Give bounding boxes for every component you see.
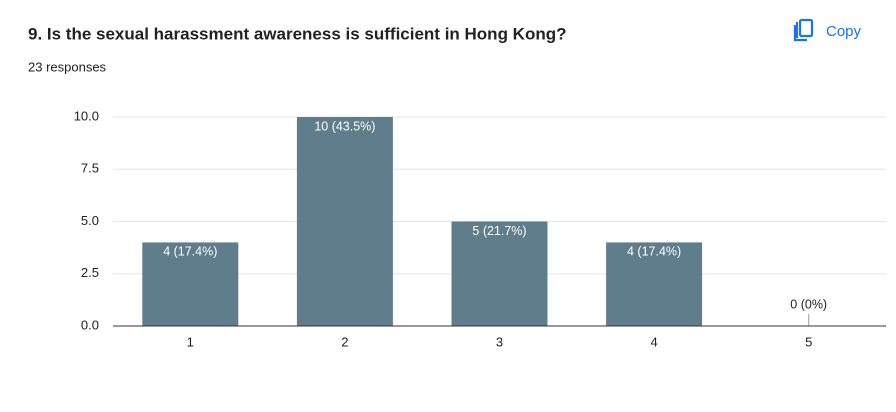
copy-button[interactable]: Copy <box>786 16 872 48</box>
y-tick-label: 10.0 <box>74 108 99 123</box>
x-tick-label: 4 <box>650 334 657 349</box>
data-label: 0 (0%) <box>790 297 827 311</box>
bar <box>296 117 393 326</box>
x-tick-label: 1 <box>187 334 194 349</box>
copy-icon <box>793 25 807 42</box>
data-label: 4 (17.4%) <box>163 245 217 259</box>
data-label: 10 (43.5%) <box>314 119 375 133</box>
copy-icon <box>798 18 814 38</box>
data-label: 4 (17.4%) <box>627 245 681 259</box>
response-count: 23 responses <box>28 59 107 74</box>
y-tick-label: 5.0 <box>81 213 99 228</box>
x-tick-label: 2 <box>341 334 348 349</box>
bar <box>606 242 703 326</box>
bar <box>142 242 239 326</box>
x-tick-label: 5 <box>805 334 812 349</box>
y-tick-label: 0.0 <box>81 317 99 332</box>
data-label: 5 (21.7%) <box>472 224 526 238</box>
y-tick-label: 7.5 <box>81 161 99 176</box>
bar <box>451 221 548 326</box>
y-tick-label: 2.5 <box>81 265 99 280</box>
chart-title: 9. Is the sexual harassment awareness is… <box>28 24 567 43</box>
x-tick-label: 3 <box>496 334 503 349</box>
copy-label[interactable]: Copy <box>826 23 862 40</box>
